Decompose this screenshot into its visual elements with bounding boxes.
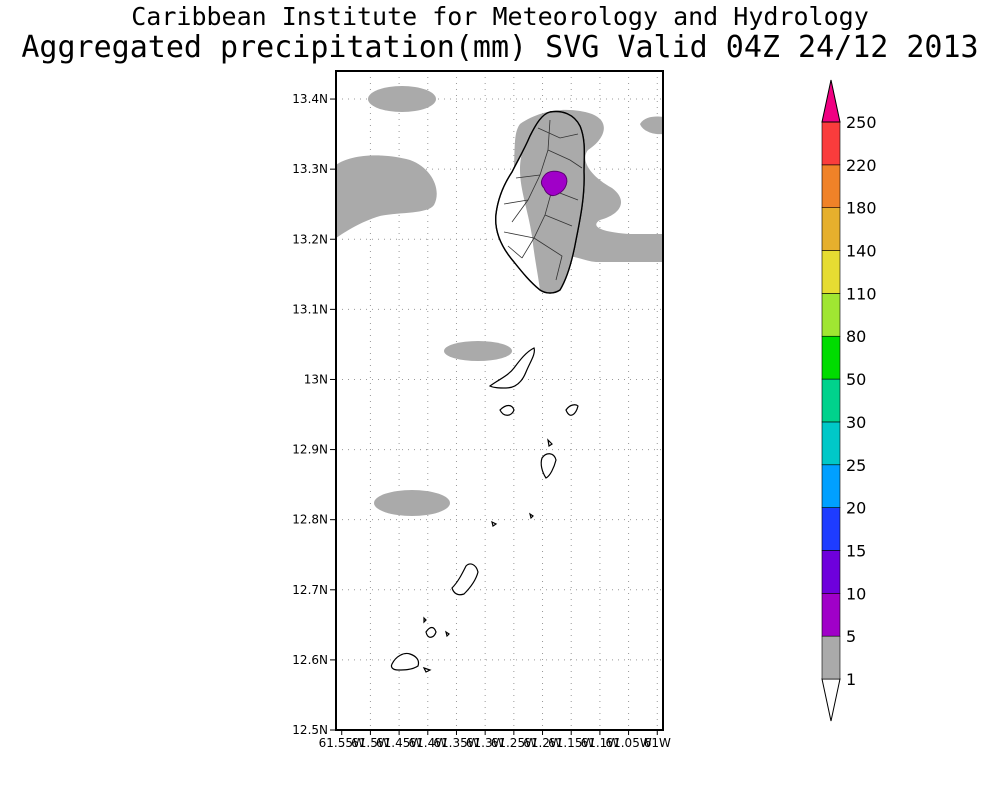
watershed-line [533,237,563,281]
lon-tick-label: 61.25W [491,736,537,750]
lon-tick-label: 61.5W [351,736,390,750]
watershed-line [547,149,583,169]
map-subtitle: Aggregated precipitation(mm) SVG Valid 0… [21,30,979,65]
legend-label: 1 [846,670,856,689]
legend-swatch [821,635,841,680]
legend-label: 250 [846,113,877,132]
island [445,630,450,638]
island [547,438,553,448]
island [499,404,515,416]
lon-tick-label: 61.45W [376,736,422,750]
island [422,666,432,673]
watershed-line [521,189,553,259]
legend-label: 140 [846,242,877,261]
rain-patch [368,86,436,112]
lat-tick-label: 12.6N [292,653,328,667]
legend-label: 80 [846,327,866,346]
legend-swatch [821,464,841,508]
legend-label: 5 [846,627,856,646]
lat-tick-label: 12.9N [292,443,328,457]
legend-label: 110 [846,284,877,303]
lat-tick-label: 13.3N [292,162,328,176]
lat-tick-label: 13.2N [292,232,328,246]
legend-label: 50 [846,370,866,389]
island [565,404,579,416]
watershed-line [537,127,579,139]
island-bequia [488,347,535,389]
legend-swatch [821,378,841,423]
island [540,453,557,479]
legend-bottom-arrow [821,678,841,722]
legend-swatch [821,335,841,380]
watershed-line [507,245,523,259]
rain-patch [336,155,437,238]
legend-swatch [821,207,841,251]
island [423,616,427,624]
latitude-axis: 13.4N 13.3N 13.2N 13.1N 13N 12.9N 12.8N 12.7N 12… [292,92,336,737]
lat-tick-label: 12.5N [292,723,328,737]
rain-patch [374,490,450,516]
legend-label: 25 [846,456,866,475]
legend-label: 15 [846,541,866,560]
legend-swatch [821,593,841,637]
lon-tick-label: 61.4W [408,736,447,750]
legend-swatch [821,550,841,594]
island-grenada-north [390,652,420,671]
lat-tick-label: 13N [304,372,328,386]
legend-swatch [821,507,841,551]
lat-tick-label: 13.4N [292,92,328,106]
legend-top-arrow [821,79,841,123]
legend-label: 10 [846,584,866,603]
map-frame [335,70,664,731]
lon-tick-label: 61.15W [548,736,594,750]
title-block: Caribbean Institute for Meteorology and … [0,2,1000,64]
legend-swatch [821,293,841,337]
map-title: Caribbean Institute for Meteorology and … [131,2,869,31]
island [425,626,437,638]
grenadines [390,347,579,673]
rain-patch-5-10mm [540,170,568,197]
lon-tick-label: 61.35W [433,736,479,750]
legend-swatch [821,121,841,166]
island [491,520,498,527]
lon-tick-label: 61.1W [581,736,620,750]
lat-tick-label: 13.1N [292,302,328,316]
watershed-line [503,199,529,205]
legend-swatch [821,164,841,208]
lon-tick-label: 61.3W [466,736,505,750]
island-carriacou [451,563,479,596]
map-content [336,86,663,673]
lon-tick-label: 61W [644,736,671,750]
lon-tick-label: 61.55W [319,736,365,750]
legend-swatch [821,421,841,466]
legend-label: 30 [846,413,866,432]
watershed-line [544,214,573,227]
island-st-vincent-coast [495,110,586,294]
rain-patch [444,341,512,361]
longitude-axis: 61.55W61.5W61.45W61.4W61.35W61.3W61.25W6… [319,730,671,750]
rain-patch [640,116,663,135]
lat-tick-label: 12.7N [292,583,328,597]
lon-tick-label: 61.2W [523,736,562,750]
island [529,512,534,520]
lat-tick-label: 12.8N [292,513,328,527]
watershed-line [503,231,535,239]
legend-label: 180 [846,199,877,218]
watershed-line [515,174,541,179]
legend-label: 220 [846,156,877,175]
rain-area-1-5mm [336,86,663,516]
island-rain-overlay [520,111,585,293]
legend-label: 20 [846,499,866,518]
legend-swatch [821,250,841,294]
lon-tick-label: 61.05W [605,736,651,750]
